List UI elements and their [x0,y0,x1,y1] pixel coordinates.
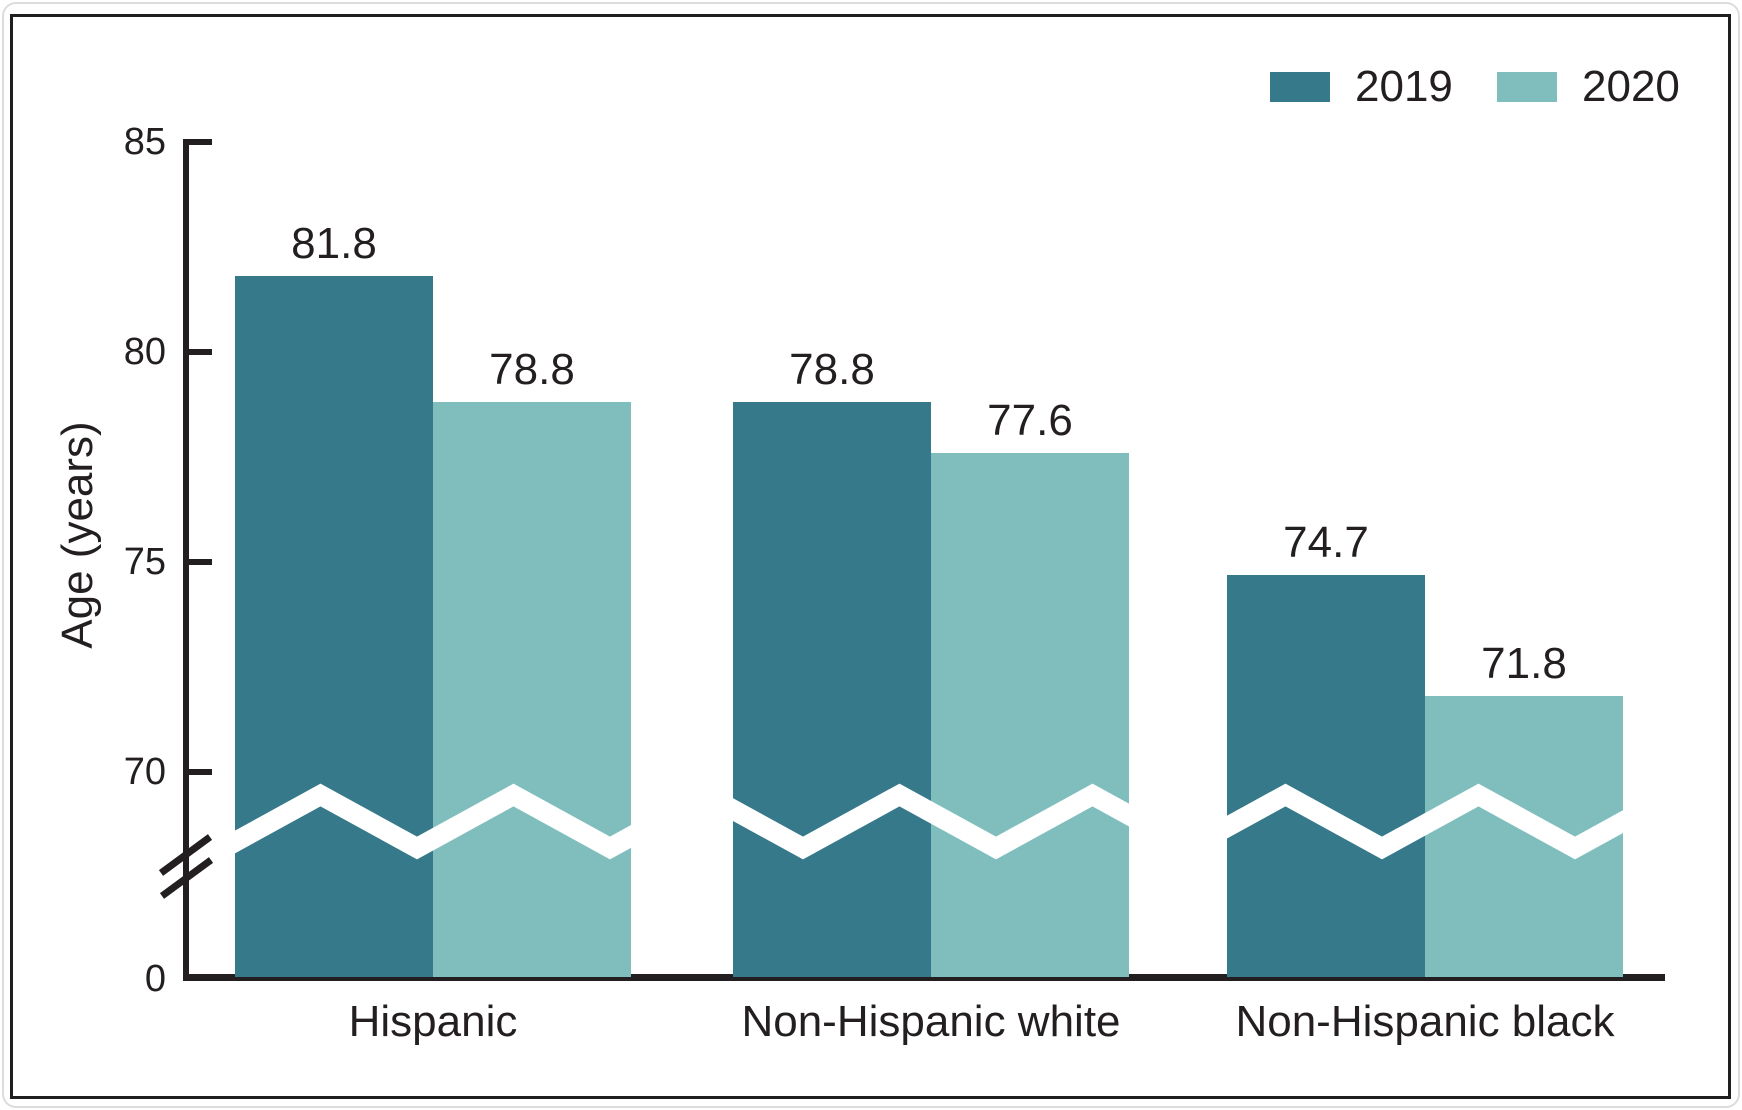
value-label-2019-non-hispanic-white: 78.8 [789,345,875,395]
bar-2020-hispanic [433,402,631,977]
bar-2019-non-hispanic-black [1227,574,1425,977]
y-tick-label-70: 70 [123,751,166,793]
x-category-label-3: Non-Hispanic black [1235,997,1615,1046]
legend-swatch-2020-icon [1497,72,1557,102]
x-category-label-1: Hispanic [348,997,518,1046]
y-tick-mark-80 [183,349,212,355]
legend-label-2019: 2019 [1355,62,1453,111]
bar-2019-non-hispanic-white [733,402,931,977]
y-tick-label-0: 0 [144,958,166,1000]
bar-2020-non-hispanic-black [1425,696,1623,977]
legend-swatch-2019-icon [1270,72,1330,102]
y-tick-mark-70 [183,769,212,775]
x-category-label-2: Non-Hispanic white [741,997,1121,1046]
y-tick-mark-75 [183,559,212,565]
bar-2020-non-hispanic-white [931,452,1129,977]
x-axis-line [183,974,1665,981]
legend-item-2019: 2019 [1270,64,1453,110]
y-tick-mark-85 [183,139,212,145]
legend-label-2020: 2020 [1582,62,1680,111]
value-label-2019-non-hispanic-black: 74.7 [1283,517,1369,567]
value-label-2020-hispanic: 78.8 [489,345,575,395]
y-tick-label-80: 80 [123,331,166,373]
legend-item-2020: 2020 [1497,64,1680,110]
value-label-2019-hispanic: 81.8 [291,219,377,269]
value-label-2020-non-hispanic-white: 77.6 [987,395,1073,445]
y-tick-label-75: 75 [123,541,166,583]
value-label-2020-non-hispanic-black: 71.8 [1481,639,1567,689]
y-tick-label-85: 85 [123,121,166,163]
y-axis-title: Age (years) [53,421,102,649]
bar-2019-hispanic [235,276,433,977]
